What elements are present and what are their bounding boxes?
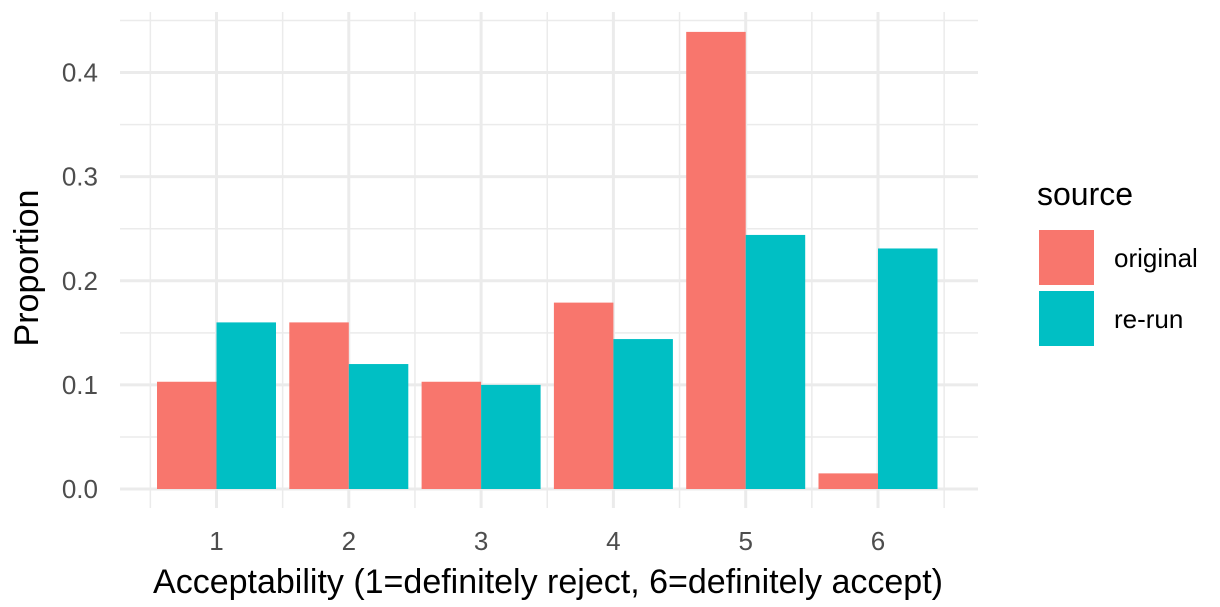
x-tick-label: 3: [474, 526, 488, 556]
bar-original-3: [421, 381, 482, 489]
bar-re-run-5: [745, 234, 806, 489]
bar-re-run-4: [613, 339, 673, 489]
x-tick-label: 5: [738, 526, 752, 556]
x-tick-label: 6: [871, 526, 885, 556]
bar-re-run-1: [216, 322, 276, 489]
y-tick-label: 0.0: [62, 474, 98, 504]
x-tick-label: 4: [606, 526, 620, 556]
y-tick-label: 0.2: [62, 266, 98, 296]
x-tick-label: 2: [342, 526, 356, 556]
y-tick-label: 0.1: [62, 370, 98, 400]
x-tick-labels: 1 2 3 4 5 6: [209, 526, 885, 556]
legend-swatch-re-run: [1039, 291, 1094, 346]
legend-swatch-original: [1039, 230, 1094, 285]
legend-label-re-run: re-run: [1114, 304, 1183, 334]
y-tick-label: 0.3: [62, 162, 98, 192]
y-axis-title: Proportion: [8, 190, 46, 347]
bar-re-run-2: [348, 364, 409, 489]
x-axis-title: Acceptability (1=definitely reject, 6=de…: [153, 563, 943, 601]
bar-original-1: [157, 381, 217, 489]
bar-original-2: [289, 322, 349, 489]
bar-original-5: [686, 31, 746, 490]
bar-re-run-6: [878, 248, 938, 489]
bar-re-run-3: [481, 384, 541, 489]
legend-label-original: original: [1114, 243, 1198, 273]
bar-original-4: [553, 302, 614, 489]
bars: [157, 31, 938, 490]
y-tick-labels: 0.0 0.1 0.2 0.3 0.4: [62, 58, 98, 505]
y-tick-label: 0.4: [62, 58, 98, 88]
bar-original-6: [818, 473, 878, 489]
legend-title: source: [1037, 176, 1133, 212]
x-tick-label: 1: [209, 526, 223, 556]
legend: source original re-run: [1037, 176, 1198, 346]
